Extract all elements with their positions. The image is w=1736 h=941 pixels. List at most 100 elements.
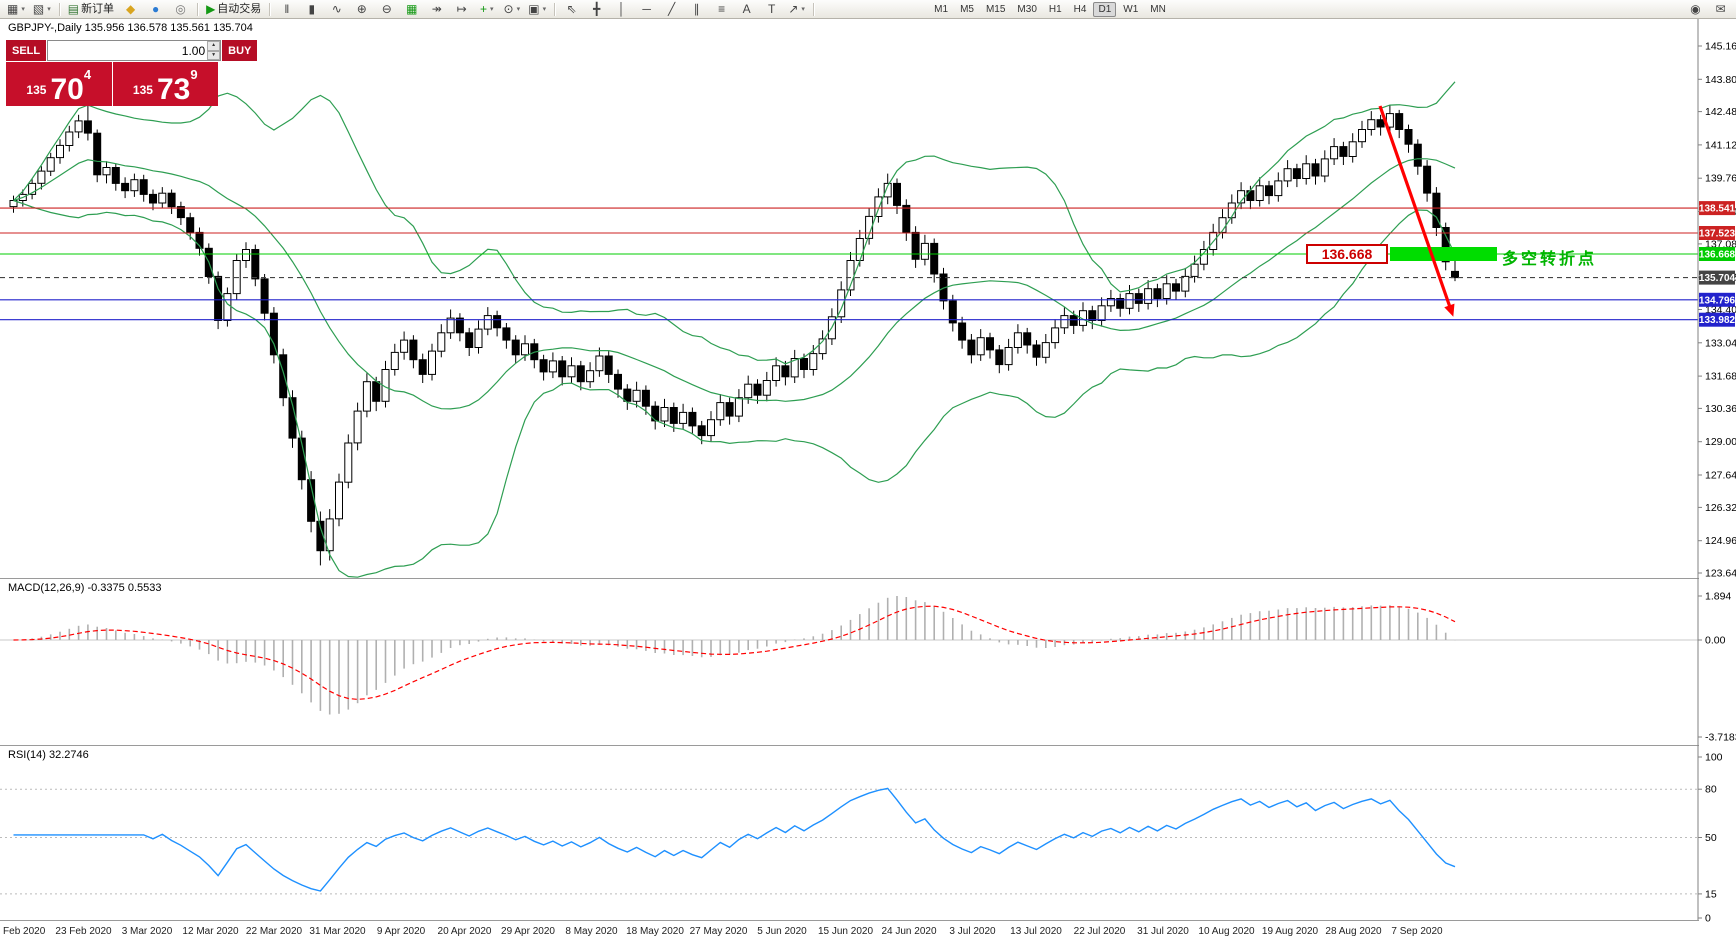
crosshair-icon[interactable]: ╋ — [585, 0, 608, 18]
highlight-bar[interactable] — [1390, 247, 1497, 261]
macd-axis-label: 1.894 — [1705, 591, 1731, 603]
trendline-icon[interactable]: ╱ — [660, 0, 683, 18]
new-chart-icon: ▦ — [7, 2, 19, 16]
cursor-icon[interactable]: ⇖ — [560, 0, 583, 18]
chevron-down-icon[interactable]: ▾ — [490, 5, 494, 13]
autotrade-label: 自动交易 — [217, 2, 262, 15]
date-label: 22 Mar 2020 — [246, 926, 303, 937]
timeframe-m5-button[interactable]: M5 — [960, 3, 974, 15]
timeframe-w1-button[interactable]: W1 — [1123, 3, 1139, 15]
price-axis[interactable]: 145.160143.800142.480141.120139.760138.4… — [1697, 18, 1736, 941]
tile-windows-icon[interactable]: ▦ — [400, 0, 423, 18]
price-axis-label: 133.040 — [1705, 337, 1736, 349]
zoom-out-icon: ⊖ — [381, 2, 392, 16]
date-label: 15 Jun 2020 — [818, 926, 873, 937]
price-callout-box[interactable]: 136.668 — [1306, 244, 1388, 264]
chevron-down-icon[interactable]: ▾ — [47, 5, 51, 13]
date-label: 5 Jun 2020 — [757, 926, 807, 937]
date-label: 9 Apr 2020 — [377, 926, 426, 937]
bar-chart-icon[interactable]: ‖ — [275, 0, 298, 18]
drawing-tools-group: ⇖ ╋ │ ─ ╱ ∥ ≡ A T ↗ ▾ — [559, 0, 809, 18]
chevron-down-icon[interactable]: ▾ — [516, 5, 521, 13]
mql5-community-icon[interactable]: ◆ — [119, 0, 142, 18]
chat-icon[interactable]: ✉ — [1709, 0, 1732, 18]
volume-increase-button[interactable]: ▲ — [207, 41, 221, 51]
toolbar: ▦ ▾ ▧ ▾ ▤ 新订单 ◆ ● ◎ ▶ 自动交易 ‖ ▮ ∿ ⊕ ⊖ ▦ ↠ ↦ + ▾ ⊙ ▾ ▣ ▾ ⇖ ╋ │… — [0, 0, 1736, 19]
window-tools-group: ▦ ▾ ▧ ▾ — [3, 0, 55, 18]
line-chart-icon[interactable]: ∿ — [325, 0, 348, 18]
timeframe-m15-button[interactable]: M15 — [985, 3, 1006, 15]
trend-arrow[interactable] — [1378, 105, 1455, 317]
zoom-in-icon: ⊕ — [356, 2, 367, 16]
buy-price-button[interactable]: 135 73 9 — [112, 62, 218, 106]
rsi-axis[interactable]: 100 80 50 15 0 — [1698, 752, 1723, 925]
chart-title: GBPJPY-,Daily 135.956 136.578 135.561 13… — [8, 22, 253, 34]
vertical-line-icon: │ — [617, 2, 626, 16]
profiles-icon[interactable]: ▧ ▾ — [30, 0, 54, 18]
templates-icon: ▣ — [528, 2, 540, 16]
chevron-down-icon[interactable]: ▾ — [801, 5, 805, 13]
text-icon: A — [742, 2, 751, 16]
buy-button[interactable]: BUY — [222, 40, 258, 61]
price-axis-label: 127.640 — [1705, 470, 1736, 482]
text-icon[interactable]: A — [735, 0, 758, 18]
equidistant-channel-icon[interactable]: ∥ — [685, 0, 708, 18]
date-label: 18 May 2020 — [626, 926, 684, 937]
timeframe-h4-button[interactable]: H4 — [1073, 3, 1087, 15]
timeframe-m30-button[interactable]: M30 — [1017, 3, 1037, 15]
price-axis-label: 139.760 — [1705, 173, 1736, 185]
new-order-button[interactable]: ▤ 新订单 — [65, 0, 117, 18]
timeframe-m1-button[interactable]: M1 — [934, 3, 949, 15]
timeframe-d1-button[interactable]: D1 — [1093, 1, 1117, 17]
price-badges: 138.541 137.523 136.668 135.704 134.796 133.9… — [1699, 201, 1736, 327]
market-icon[interactable]: ● — [144, 0, 167, 18]
arrows-icon: ↗ — [788, 2, 799, 16]
sell-price-button[interactable]: 135 70 4 — [6, 62, 112, 106]
volume-field[interactable]: ▲ ▼ — [47, 40, 222, 61]
sell-button[interactable]: SELL — [6, 40, 47, 61]
text-label-icon[interactable]: T — [760, 0, 783, 18]
chart-shift-icon: ↦ — [456, 2, 467, 16]
date-label: 3 Jul 2020 — [949, 926, 996, 937]
date-axis[interactable]: 3 Feb 2020 23 Feb 2020 3 Mar 2020 12 Mar 20… — [0, 926, 1443, 937]
profiles-icon: ▧ — [32, 2, 45, 16]
templates-icon[interactable]: ▣ ▾ — [525, 0, 549, 18]
price-badge: 135.704 — [1699, 273, 1736, 284]
alerts-icon[interactable]: ◎ — [169, 0, 192, 18]
volume-decrease-button[interactable]: ▼ — [207, 50, 221, 60]
cursor-icon: ⇖ — [566, 2, 577, 16]
price-axis-label: 126.320 — [1705, 502, 1736, 514]
chevron-down-icon[interactable]: ▾ — [21, 5, 25, 13]
autotrade-button[interactable]: ▶ 自动交易 — [203, 0, 264, 18]
date-label: 29 Apr 2020 — [501, 926, 555, 937]
turning-point-label[interactable]: 多空转折点 — [1502, 251, 1598, 268]
chart-shift-icon[interactable]: ↦ — [450, 0, 473, 18]
sell-price-big: 70 — [50, 72, 84, 106]
price-badge: 133.982 — [1699, 315, 1736, 326]
date-label: 22 Jul 2020 — [1074, 926, 1126, 937]
candlestick-chart-icon[interactable]: ▮ — [300, 0, 323, 18]
date-label: 24 Jun 2020 — [881, 926, 936, 937]
timeframe-group: M1 M5 M15 M30 H1 H4 D1 W1 MN — [928, 1, 1172, 17]
zoom-in-icon[interactable]: ⊕ — [350, 0, 373, 18]
new-chart-icon[interactable]: ▦ ▾ — [4, 0, 28, 18]
indicators-icon: + — [480, 2, 488, 16]
zoom-out-icon[interactable]: ⊖ — [375, 0, 398, 18]
vertical-line-icon[interactable]: │ — [610, 0, 633, 18]
timeframe-h1-button[interactable]: H1 — [1048, 3, 1062, 15]
chevron-down-icon[interactable]: ▾ — [542, 5, 547, 13]
date-label: 10 Aug 2020 — [1198, 926, 1255, 937]
auto-scroll-icon[interactable]: ↠ — [425, 0, 448, 18]
macd-axis[interactable]: 1.894 0.00 -3.7183 — [1698, 591, 1736, 744]
arrows-icon[interactable]: ↗ ▾ — [785, 0, 808, 18]
horizontal-line-icon[interactable]: ─ — [635, 0, 658, 18]
equidistant-channel-icon: ∥ — [693, 2, 700, 16]
date-label: 31 Mar 2020 — [309, 926, 366, 937]
fibonacci-icon[interactable]: ≡ — [710, 0, 733, 18]
volume-input[interactable] — [48, 41, 208, 60]
search-icon[interactable]: ◉ — [1684, 0, 1707, 18]
periods-icon[interactable]: ⊙ ▾ — [500, 0, 523, 18]
indicators-icon[interactable]: + ▾ — [475, 0, 498, 18]
timeframe-mn-button[interactable]: MN — [1150, 3, 1166, 15]
